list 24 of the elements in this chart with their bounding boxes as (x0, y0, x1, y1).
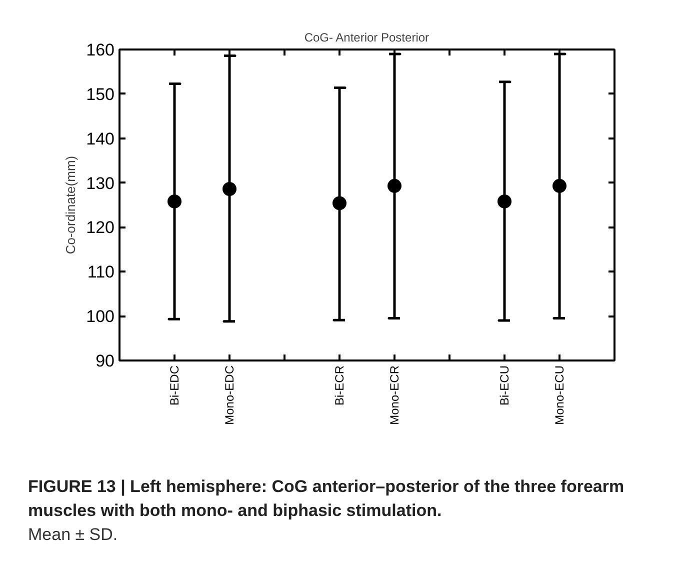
point (168, 194, 182, 208)
x-tick-label: Bi-EDC (168, 365, 182, 406)
y-tick-label: 120 (86, 218, 115, 238)
y-axis-title: Co-ordinate(mm) (63, 156, 78, 254)
point (388, 178, 402, 193)
y-tick-label: 130 (86, 174, 115, 193)
y-tick-label: 90 (96, 352, 115, 370)
y-tick-label: 100 (86, 307, 115, 326)
point (332, 196, 346, 210)
point (498, 194, 512, 208)
text: Mean ± SD. (28, 524, 119, 546)
x-tick-label: Mono-EDC (222, 365, 236, 425)
y-tick-label: 110 (87, 262, 115, 282)
point (552, 178, 566, 193)
y-tick-label: 140 (86, 129, 115, 148)
point (222, 182, 236, 196)
x-tick-label: Bi-ECU (498, 365, 512, 406)
x-tick-label: Mono-ECU (552, 365, 566, 425)
chart-title: CoG- Anterior Posterior (304, 30, 430, 44)
x-tick-label: Mono-ECR (388, 365, 402, 425)
y-tick-label: 150 (86, 84, 115, 104)
caption: FIGURE 13 | Left hemisphere: CoG anterior–posterior of the three forearm muscles with both mono- and biphasic stimulation. (28, 476, 626, 522)
x-tick-label: Bi-ECR (332, 365, 346, 406)
y-tick-label: 160 (86, 40, 115, 60)
